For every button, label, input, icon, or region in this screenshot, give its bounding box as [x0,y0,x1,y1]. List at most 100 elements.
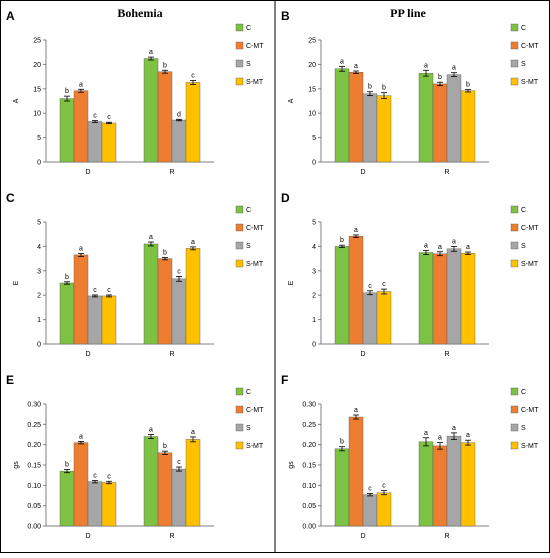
y-tick-label: 15 [33,86,41,93]
legend-label: C-MT [246,43,264,50]
bar-c-mt [157,258,173,345]
significance-letter: a [79,433,83,440]
y-tick-label: 15 [308,86,316,93]
bar-c [59,282,75,345]
y-tick-label: 0 [312,342,316,349]
y-tick-label: 5 [37,220,41,227]
legend-swatch-c-mt [235,223,244,232]
significance-letter: a [149,234,153,241]
y-tick-label: 4 [37,244,41,251]
y-tick-label: 0.20 [302,442,316,449]
panel-b: B 0 5 10 15 20 25 A Da a b b Ra b a b C C-MT S S-MT [281,9,539,176]
legend-swatch-c-mt [235,41,244,50]
bar-c-mt [157,452,173,527]
significance-letter: a [424,430,428,437]
bar-s-mt [460,90,476,163]
legend-swatch-c [235,23,244,32]
significance-letter: b [65,274,69,281]
y-tick-label: 1 [312,317,316,324]
significance-letter: a [452,238,456,245]
y-tick-label: 1 [37,317,41,324]
legend-swatch-s [235,241,244,250]
x-tick-label: D [85,351,90,358]
bar-c [418,252,434,345]
panel-letter: F [281,373,288,387]
legend-label: C [521,389,526,396]
bar-s-mt [376,95,392,163]
y-tick-label: 0 [37,342,41,349]
significance-letter: b [368,84,372,91]
significance-letter: c [191,73,195,80]
legend-label: C-MT [521,407,539,414]
significance-letter: a [466,432,470,439]
significance-letter: c [93,472,97,479]
bar-s-mt [185,248,201,345]
y-axis-label: E [13,280,20,285]
bar-c [334,448,350,527]
bar-s [446,74,462,163]
bar-c [334,246,350,345]
significance-letter: a [424,62,428,69]
panel-letter: D [281,191,290,205]
x-tick-label: R [444,351,449,358]
bar-s-mt [460,442,476,527]
panel-letter: B [281,9,290,23]
legend-swatch-c [235,387,244,396]
y-tick-label: 0.20 [27,442,41,449]
y-tick-label: 20 [308,62,316,69]
bar-c-mt [432,445,448,527]
column-title-pp-line: PP line [390,6,426,20]
panel-e: E 0.00 0.05 0.10 0.15 0.20 0.25 0.30 gs Db a c c Ra b c… [6,373,264,540]
y-tick-label: 5 [312,135,316,142]
legend-swatch-s-mt [510,77,519,86]
significance-letter: c [177,459,181,466]
legend-swatch-s-mt [510,441,519,450]
bar-c [418,441,434,527]
y-axis-label: A [288,98,295,103]
x-tick-label: D [85,533,90,540]
bar-c [59,470,75,527]
bar-c-mt [348,416,364,527]
legend-swatch-s [510,59,519,68]
x-tick-label: R [444,169,449,176]
bar-c-mt [348,72,364,163]
significance-letter: b [438,74,442,81]
significance-letter: a [452,65,456,72]
x-tick-label: D [360,533,365,540]
bar-c [143,436,159,527]
y-tick-label: 10 [33,111,41,118]
significance-letter: a [79,81,83,88]
bar-c-mt [348,235,364,345]
y-tick-label: 0.30 [27,402,41,409]
x-tick-label: R [444,533,449,540]
panel-f: F 0.00 0.05 0.10 0.15 0.20 0.25 0.30 gs Db a c c Ra a a… [281,373,539,540]
bar-s [362,93,378,163]
legend-label: C-MT [521,225,539,232]
legend-label: S [521,61,526,68]
bar-c [334,68,350,163]
legend-swatch-s-mt [510,259,519,268]
y-tick-label: 0 [37,160,41,167]
y-tick-label: 0.10 [302,483,316,490]
legend-label: C [246,25,251,32]
significance-letter: a [438,244,442,251]
significance-letter: a [354,63,358,70]
y-tick-label: 25 [33,38,41,45]
significance-letter: c [382,483,386,490]
legend-label: S [521,425,526,432]
y-tick-label: 0.25 [27,422,41,429]
bar-c-mt [157,71,173,163]
legend-swatch-s [235,423,244,432]
significance-letter: b [340,237,344,244]
legend-label: S-MT [521,443,539,450]
significance-letter: a [466,244,470,251]
significance-letter: c [368,485,372,492]
bar-c [143,243,159,345]
y-tick-label: 4 [312,244,316,251]
legend-label: C [246,207,251,214]
significance-letter: a [149,49,153,56]
significance-letter: a [191,429,195,436]
bar-s [87,121,103,163]
y-tick-label: 5 [312,220,316,227]
